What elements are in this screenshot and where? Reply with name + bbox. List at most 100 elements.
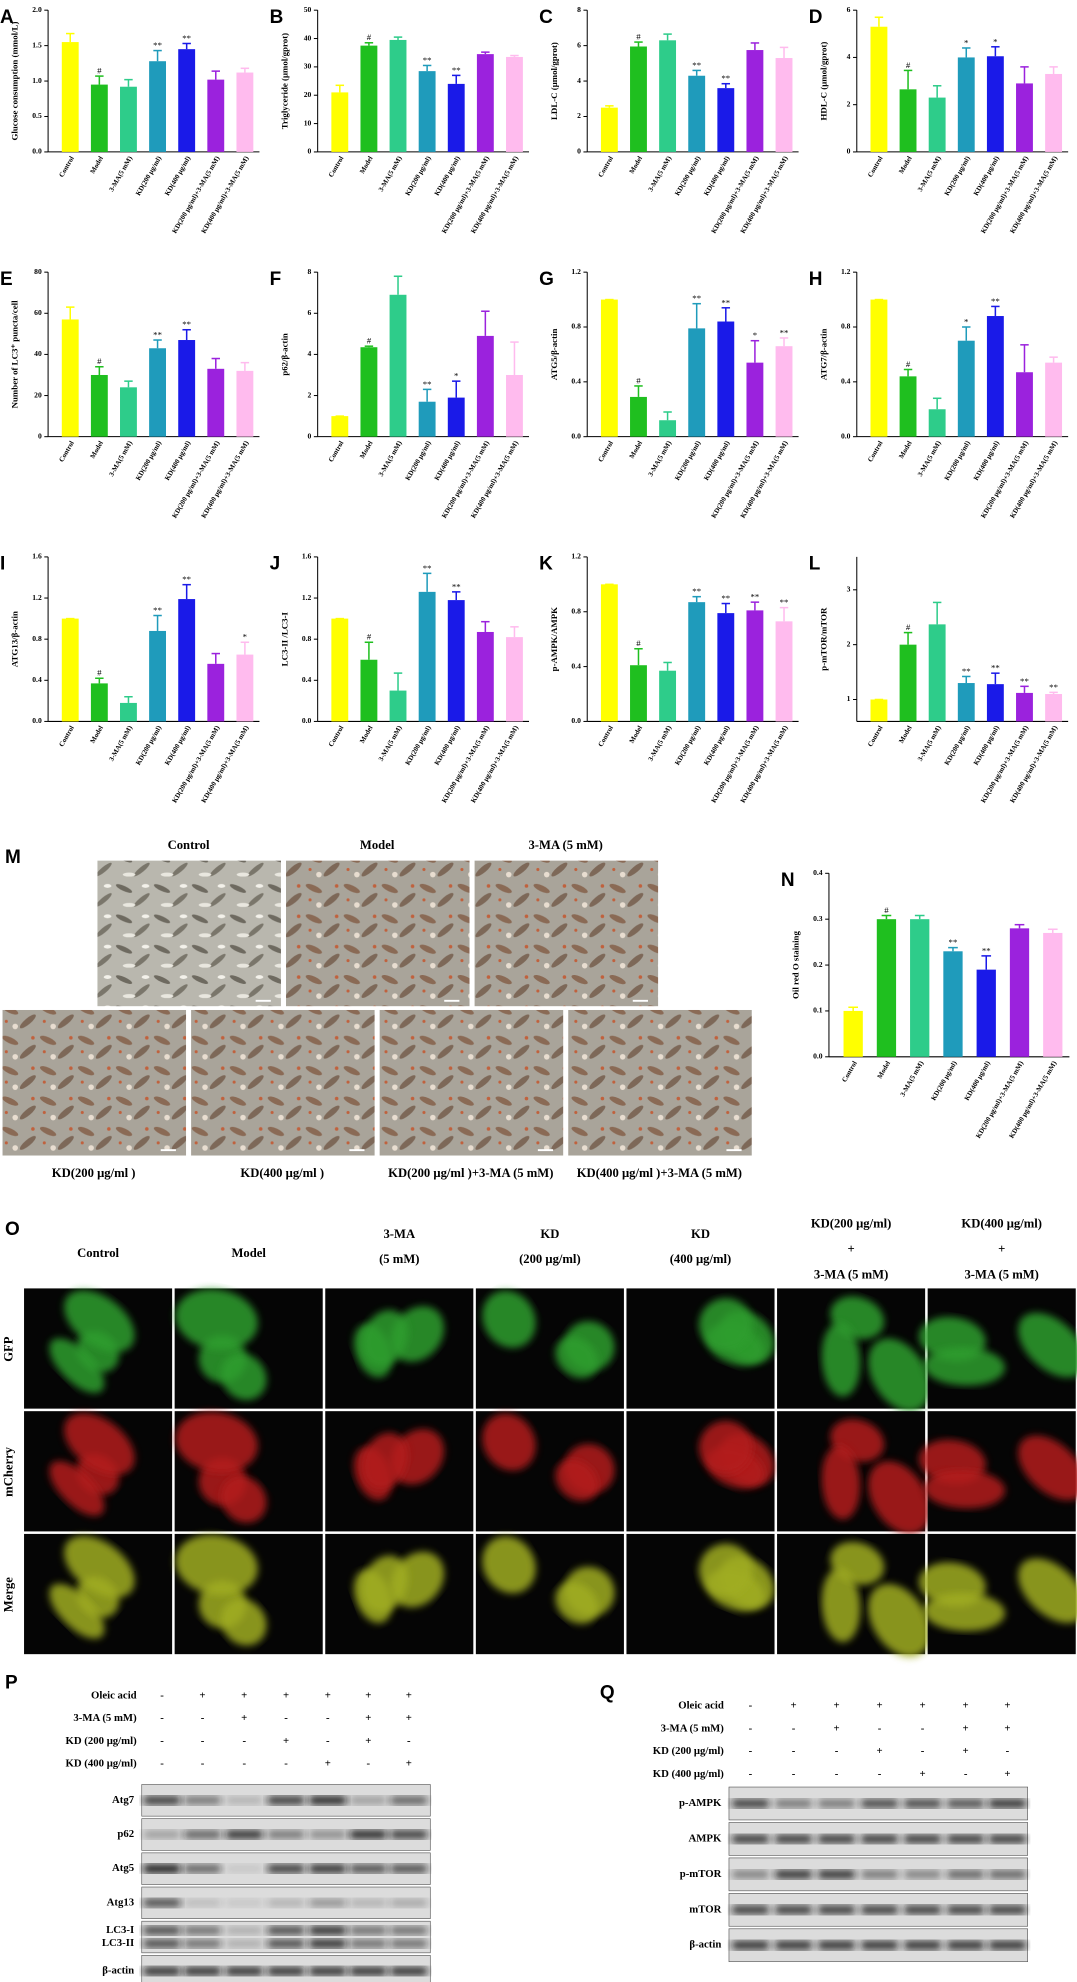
image-label: KD(200 μg/ml )+3-MA (5 mM) (388, 1166, 553, 1180)
y-tick-label: 4 (847, 52, 851, 61)
bar (957, 683, 975, 722)
band-label: LC3-I (106, 1924, 134, 1936)
band (817, 1869, 856, 1879)
treatment-sign: - (878, 1722, 882, 1734)
x-tick-label: Model (358, 439, 374, 459)
x-tick-label: Model (897, 724, 913, 744)
bar (1016, 692, 1033, 722)
band (183, 1898, 222, 1908)
bar (236, 370, 254, 437)
band (389, 1864, 428, 1874)
significance-label: ** (750, 592, 759, 602)
y-tick-label: 0.1 (813, 1006, 823, 1015)
y-axis-label: p62/β-actin (279, 333, 289, 376)
cell (220, 1476, 267, 1523)
x-tick-label: 3-MA(5 mM) (377, 724, 404, 763)
cell (175, 1411, 258, 1473)
significance-label: # (367, 32, 372, 42)
bar (600, 299, 618, 437)
y-tick-label: 2.0 (32, 5, 42, 14)
bar (899, 644, 917, 722)
band (225, 1864, 264, 1874)
y-tick-label: 0.2 (813, 960, 823, 969)
x-tick-label: Model (628, 724, 644, 744)
significance-label: * (964, 316, 968, 326)
x-tick-label: Control (597, 724, 615, 748)
x-tick-label: Model (89, 439, 105, 459)
band (267, 1925, 306, 1935)
significance-label: # (636, 638, 641, 648)
significance-label: # (97, 356, 102, 366)
bar (207, 368, 225, 437)
micrograph (474, 860, 659, 1007)
band-label: Atg13 (107, 1896, 134, 1908)
significance-label: ** (153, 40, 162, 50)
band (988, 1940, 1027, 1950)
column-header: Control (77, 1246, 119, 1260)
x-tick-label: 3-MA(5 mM) (377, 154, 404, 193)
treatment-sign: + (365, 1712, 371, 1724)
treatment-sign: - (201, 1735, 205, 1747)
x-tick-label: KD(400 μg/ml) (433, 724, 462, 767)
bar (207, 663, 225, 722)
y-tick-label: 0.0 (571, 431, 581, 440)
y-axis-label: p-mTOR/mTOR (818, 607, 828, 671)
treatment-sign: + (833, 1700, 839, 1712)
bar (899, 376, 917, 437)
micrograph (379, 1009, 564, 1156)
significance-label: ** (182, 574, 191, 584)
y-tick-label: 0.4 (32, 675, 42, 684)
band (267, 1939, 306, 1949)
y-axis-label: Number of LC3⁺ puncta/cell (10, 300, 20, 408)
cell (555, 1582, 599, 1624)
band (143, 1898, 181, 1908)
cell (923, 1347, 1006, 1386)
band (308, 1925, 347, 1935)
treatment-sign: - (407, 1735, 411, 1747)
bar (659, 40, 677, 152)
bar (899, 89, 917, 152)
significance-label: # (97, 66, 102, 76)
column-header: KD (691, 1227, 710, 1241)
x-tick-label: KD(400 μg/ml) (972, 154, 1001, 197)
x-tick-label: KD(400 μg/ml) (163, 724, 192, 767)
band (308, 1864, 347, 1874)
x-tick-label: Control (597, 439, 615, 463)
y-tick-label: 2 (847, 99, 851, 108)
treatment-sign: - (1006, 1745, 1010, 1757)
x-tick-label: KD(200 μg/ml) (673, 724, 702, 767)
y-tick-label: 0.3 (813, 914, 823, 923)
treatment-sign: - (749, 1745, 753, 1757)
row-label: mCherry (2, 1446, 16, 1497)
cell (698, 1543, 753, 1597)
significance-label: ** (692, 60, 701, 70)
y-tick-label: 0 (308, 431, 312, 440)
bar (506, 637, 523, 722)
significance-label: ** (423, 563, 432, 573)
bar (178, 340, 196, 437)
bar (236, 654, 254, 722)
bar (986, 684, 1004, 722)
cell (175, 1289, 258, 1350)
band (143, 1925, 181, 1935)
y-tick-label: 0.4 (571, 377, 581, 386)
panel-label: Q (600, 1682, 615, 1703)
band-label: p-AMPK (679, 1797, 722, 1809)
y-tick-label: 1.2 (32, 593, 42, 602)
column-header: Model (231, 1246, 266, 1260)
x-tick-label: Control (866, 155, 884, 179)
band (225, 1795, 264, 1805)
x-tick-label: 3-MA(5 mM) (916, 439, 943, 478)
x-tick-label: KD(400 μg/ml) (963, 1059, 992, 1102)
significance-label: * (964, 37, 968, 47)
treatment-sign: - (835, 1768, 839, 1780)
treatment-sign: - (921, 1722, 925, 1734)
x-tick-label: KD(200 μg/ml) (943, 154, 972, 197)
band (349, 1795, 388, 1805)
band (389, 1898, 428, 1908)
y-tick-label: 0.0 (302, 716, 312, 725)
cell (482, 1536, 536, 1594)
y-tick-label: 2 (577, 111, 581, 120)
treatment-sign: - (326, 1712, 330, 1724)
row-label: GFP (2, 1336, 16, 1362)
